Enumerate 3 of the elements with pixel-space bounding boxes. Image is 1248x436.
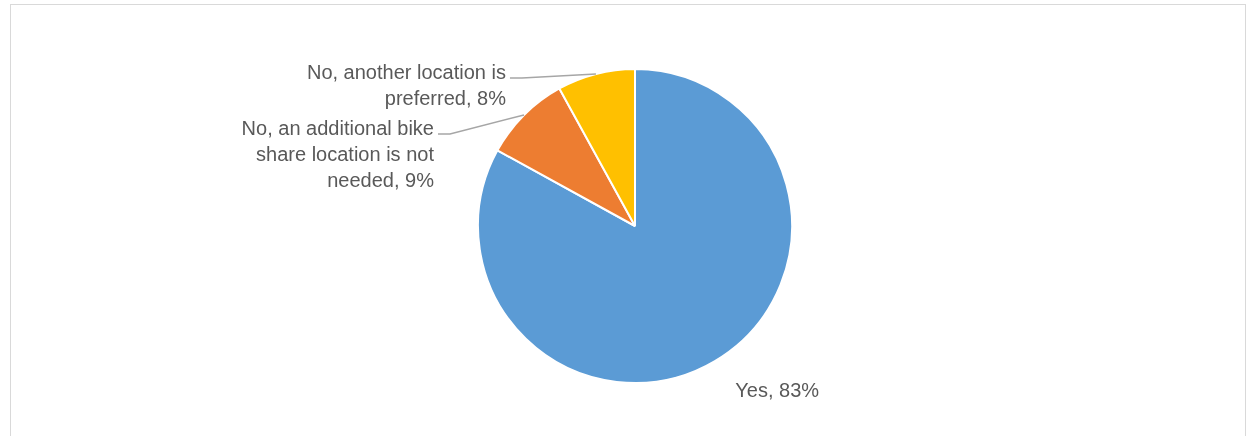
slice-label: Yes, 83% bbox=[735, 378, 820, 401]
slice-label: No, an additional bike share location is not needed, 9% bbox=[241, 117, 435, 192]
slice-label: No, another location is preferred, 8% bbox=[306, 61, 507, 110]
